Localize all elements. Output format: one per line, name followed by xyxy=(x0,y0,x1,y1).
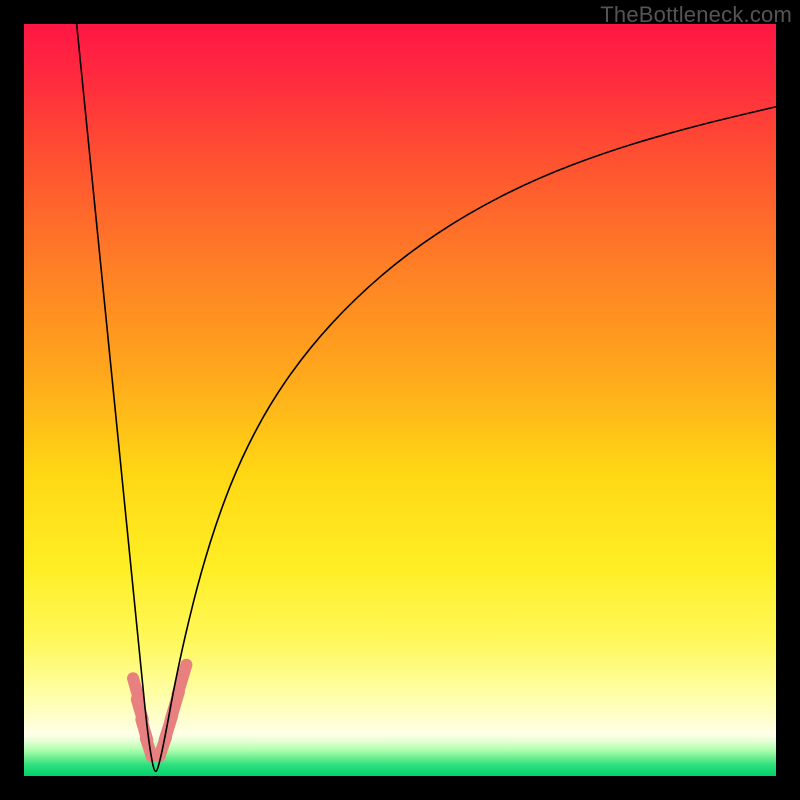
chart-frame: TheBottleneck.com xyxy=(0,0,800,800)
plot-area xyxy=(24,24,776,776)
marker-band xyxy=(133,665,186,757)
watermark-text: TheBottleneck.com xyxy=(600,2,792,28)
bottleneck-curve xyxy=(77,24,776,771)
curve-layer xyxy=(24,24,776,776)
